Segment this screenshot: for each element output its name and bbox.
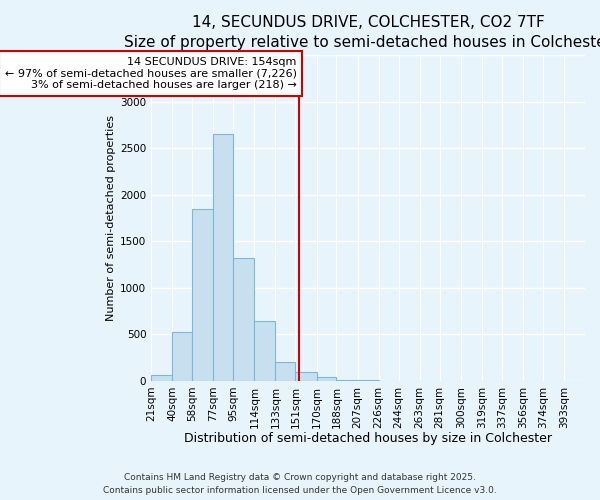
Bar <box>233 258 254 381</box>
Bar <box>151 375 172 381</box>
Bar <box>254 322 275 381</box>
Bar <box>295 372 317 381</box>
Bar <box>317 377 337 381</box>
Bar <box>172 332 192 381</box>
X-axis label: Distribution of semi-detached houses by size in Colchester: Distribution of semi-detached houses by … <box>184 432 552 445</box>
Bar <box>192 208 214 381</box>
Bar <box>337 380 358 381</box>
Text: 14 SECUNDUS DRIVE: 154sqm
← 97% of semi-detached houses are smaller (7,226)
3% o: 14 SECUNDUS DRIVE: 154sqm ← 97% of semi-… <box>5 57 296 90</box>
Bar <box>214 134 233 381</box>
Bar <box>275 362 295 381</box>
Text: Contains HM Land Registry data © Crown copyright and database right 2025.
Contai: Contains HM Land Registry data © Crown c… <box>103 474 497 495</box>
Y-axis label: Number of semi-detached properties: Number of semi-detached properties <box>106 115 116 321</box>
Title: 14, SECUNDUS DRIVE, COLCHESTER, CO2 7TF
Size of property relative to semi-detach: 14, SECUNDUS DRIVE, COLCHESTER, CO2 7TF … <box>124 15 600 50</box>
